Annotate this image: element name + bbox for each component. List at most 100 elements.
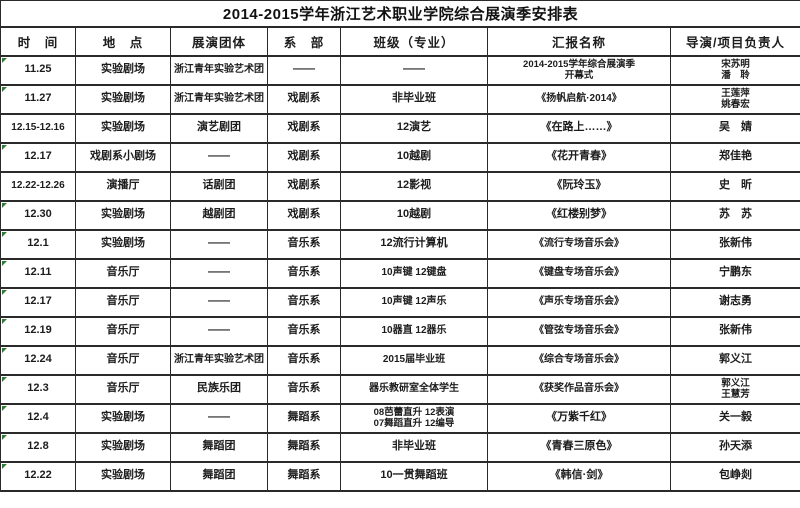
table-row: 12.11 音乐厅 —— 音乐系 10声键 12键盘 《键盘专场音乐会》 宁鹏东 [0,257,800,289]
cell-show: 2014-2015学年综合展演季 开幕式 [487,54,671,86]
cell-class-major: 10一贯舞蹈班 [340,460,488,492]
cell-group: 民族乐团 [170,373,268,405]
cell-director: 张新伟 [669,228,800,260]
cell-group: 话剧团 [170,170,268,202]
cell-show: 《韩信·剑》 [487,460,671,492]
cell-class-major: 非毕业班 [340,83,488,115]
table-row: 12.22-12.26 演播厅 话剧团 戏剧系 12影视 《阮玲玉》史 昕 [0,170,800,202]
cell-dept: 戏剧系 [267,83,341,115]
cell-time: 12.1 [0,228,76,260]
cell-group: 舞蹈团 [170,431,268,463]
cell-class-major: 10越剧 [340,199,488,231]
cell-group: —— [170,141,268,173]
cell-dept: 戏剧系 [267,170,341,202]
cell-director: 谢志勇 [669,286,800,318]
cell-group: —— [170,286,268,318]
table-row: 12.30 实验剧场 越剧团 戏剧系 10越剧 《红楼别梦》苏 苏 [0,199,800,231]
cell-show: 《获奖作品音乐会》 [487,373,671,405]
cell-show: 《万紫千红》 [487,402,671,434]
cell-show: 《扬帆启航·2014》 [487,83,671,115]
column-header-time: 时 间 [0,25,76,57]
cell-group: —— [170,402,268,434]
cell-class-major: 非毕业班 [340,431,488,463]
table-row: 12.1 实验剧场 —— 音乐系 12流行计算机 《流行专场音乐会》 张新伟 [0,228,800,260]
cell-venue: 实验剧场 [75,83,171,115]
cell-venue: 实验剧场 [75,112,171,144]
cell-time: 12.22-12.26 [0,170,76,202]
cell-director: 吴 婧 [669,112,800,144]
cell-time: 12.3 [0,373,76,405]
table-row: 12.22 实验剧场 舞蹈团 舞蹈系 10一贯舞蹈班 《韩信·剑》 包峥剡 [0,460,800,492]
cell-time: 11.27 [0,83,76,115]
schedule-table: 2014-2015学年浙江艺术职业学院综合展演季安排表 时 间 地 点 展演团体… [0,0,800,492]
cell-class-major: 12影视 [340,170,488,202]
table-row: 11.25 实验剧场 浙江青年实验艺术团 —— —— 2014-2015学年综合展演季 开… [0,54,800,86]
header-row: 时 间 地 点 展演团体 系 部 班级（专业） 汇报名称 导演/项目负责人 [0,25,800,57]
cell-class-major: 2015届毕业班 [340,344,488,376]
cell-director: 宁鹏东 [669,257,800,289]
cell-dept: 舞蹈系 [267,460,341,492]
column-header-director: 导演/项目负责人 [669,25,800,57]
cell-class-major: 器乐教研室全体学生 [340,373,488,405]
cell-show: 《红楼别梦》 [487,199,671,231]
cell-class-major: 08芭蕾直升 12表演 07舞蹈直升 12编导 [340,402,488,434]
cell-dept: 戏剧系 [267,112,341,144]
table-row: 11.27 实验剧场 浙江青年实验艺术团 戏剧系 非毕业班 《扬帆启航·2014》 王莲萍 … [0,83,800,115]
table-row: 12.8 实验剧场 舞蹈团 舞蹈系 非毕业班 《青春三原色》 孙天添 [0,431,800,463]
cell-class-major: 12流行计算机 [340,228,488,260]
cell-dept: 音乐系 [267,315,341,347]
cell-venue: 音乐厅 [75,344,171,376]
cell-time: 12.4 [0,402,76,434]
cell-time: 12.30 [0,199,76,231]
cell-show: 《综合专场音乐会》 [487,344,671,376]
cell-time: 12.24 [0,344,76,376]
cell-time: 12.17 [0,141,76,173]
column-header-venue: 地 点 [75,25,171,57]
cell-director: 包峥剡 [669,460,800,492]
cell-director: 张新伟 [669,315,800,347]
cell-show: 《阮玲玉》 [487,170,671,202]
cell-venue: 实验剧场 [75,431,171,463]
table-row: 12.17 戏剧系小剧场 —— 戏剧系 10越剧 《花开青春》 郑佳艳 [0,141,800,173]
cell-dept: 音乐系 [267,344,341,376]
cell-show: 《声乐专场音乐会》 [487,286,671,318]
cell-director: 郭义江 [669,344,800,376]
table-row: 12.24 音乐厅 浙江青年实验艺术团 音乐系 2015届毕业班 《综合专场音乐会》 郭义江 [0,344,800,376]
cell-dept: 戏剧系 [267,141,341,173]
cell-group: 演艺剧团 [170,112,268,144]
cell-director: 史 昕 [669,170,800,202]
table-row: 12.3 音乐厅 民族乐团 音乐系 器乐教研室全体学生 《获奖作品音乐会》 郭义江 王慧芳 [0,373,800,405]
page-title: 2014-2015学年浙江艺术职业学院综合展演季安排表 [0,0,800,27]
cell-director: 苏 苏 [669,199,800,231]
cell-venue: 戏剧系小剧场 [75,141,171,173]
cell-group: —— [170,228,268,260]
cell-show: 《青春三原色》 [487,431,671,463]
cell-time: 12.19 [0,315,76,347]
cell-class-major: —— [340,54,488,86]
cell-time: 12.8 [0,431,76,463]
cell-group: —— [170,315,268,347]
cell-group: 浙江青年实验艺术团 [170,54,268,86]
cell-class-major: 10器直 12器乐 [340,315,488,347]
cell-venue: 音乐厅 [75,286,171,318]
cell-director: 郭义江 王慧芳 [669,373,800,405]
cell-show: 《在路上……》 [487,112,671,144]
cell-dept: —— [267,54,341,86]
cell-class-major: 10声键 12声乐 [340,286,488,318]
cell-director: 郑佳艳 [669,141,800,173]
cell-venue: 实验剧场 [75,460,171,492]
cell-group: —— [170,257,268,289]
cell-director: 关一毅 [669,402,800,434]
table-body: 11.25 实验剧场 浙江青年实验艺术团 —— —— 2014-2015学年综合展演季 开… [0,54,800,492]
cell-show: 《花开青春》 [487,141,671,173]
cell-director: 王莲萍 姚春宏 [669,83,800,115]
cell-venue: 实验剧场 [75,199,171,231]
cell-dept: 音乐系 [267,228,341,260]
cell-show: 《键盘专场音乐会》 [487,257,671,289]
column-header-class-major: 班级（专业） [340,25,488,57]
cell-dept: 舞蹈系 [267,431,341,463]
cell-class-major: 10越剧 [340,141,488,173]
title-row: 2014-2015学年浙江艺术职业学院综合展演季安排表 [0,0,800,27]
column-header-dept: 系 部 [267,25,341,57]
cell-venue: 实验剧场 [75,228,171,260]
